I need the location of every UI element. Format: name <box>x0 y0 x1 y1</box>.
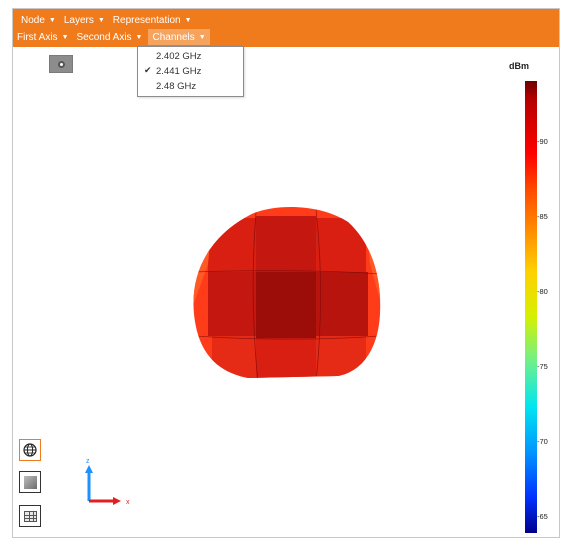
channel-option-label: 2.441 GHz <box>156 66 202 77</box>
legend-tick: -70 <box>537 437 548 446</box>
chevron-down-icon: ▼ <box>135 33 143 41</box>
colorbar <box>525 81 537 533</box>
camera-icon <box>57 60 65 68</box>
pattern-patch <box>316 336 366 378</box>
table-icon <box>23 510 37 522</box>
legend-tick: -85 <box>537 212 548 221</box>
pattern-patch <box>212 336 256 378</box>
table-view-button[interactable] <box>19 505 41 527</box>
menu-layers[interactable]: Layers ▼ <box>60 12 109 28</box>
view-plane-icon <box>23 475 37 489</box>
pattern-grid <box>193 209 381 378</box>
menu-row-2: First Axis ▼ Second Axis ▼ Channels ▼ <box>13 29 210 45</box>
pattern-patch <box>208 218 256 272</box>
pattern-patch <box>208 272 256 336</box>
chevron-down-icon: ▼ <box>198 33 206 41</box>
radiation-pattern-3d[interactable] <box>188 204 384 386</box>
pattern-patch <box>256 272 316 338</box>
menu-layers-label: Layers <box>63 14 94 26</box>
menu-first-axis-label: First Axis <box>17 31 58 43</box>
menu-first-axis[interactable]: First Axis ▼ <box>13 29 73 45</box>
menu-second-axis[interactable]: Second Axis ▼ <box>73 29 147 45</box>
axes-gizmo: z x <box>85 458 130 506</box>
menu-channels-label: Channels <box>152 31 195 43</box>
channels-dropdown: 2.402 GHz ✔ 2.441 GHz 2.48 GHz <box>137 46 244 97</box>
chevron-down-icon: ▼ <box>184 16 192 24</box>
pattern-patch <box>316 218 366 272</box>
axis-z-label: z <box>86 458 90 465</box>
axis-x-label: x <box>126 499 130 506</box>
menu-node-label: Node <box>21 14 45 26</box>
channel-option-248[interactable]: 2.48 GHz <box>138 79 243 94</box>
menu-channels[interactable]: Channels ▼ <box>148 29 210 45</box>
chevron-down-icon: ▼ <box>97 16 105 24</box>
checkmark-icon: ✔ <box>144 65 152 75</box>
channel-option-label: 2.48 GHz <box>156 81 197 92</box>
chevron-down-icon: ▼ <box>61 33 69 41</box>
globe-view-button[interactable] <box>19 439 41 461</box>
channel-option-2441[interactable]: ✔ 2.441 GHz <box>138 64 243 79</box>
legend-title: dBm <box>509 61 529 71</box>
chevron-down-icon: ▼ <box>48 16 56 24</box>
menu-representation-label: Representation <box>112 14 181 26</box>
globe-icon <box>23 443 37 457</box>
legend-tick: -65 <box>537 512 548 521</box>
pattern-patch <box>256 338 316 378</box>
legend-tick: -90 <box>537 137 548 146</box>
legend-tick: -75 <box>537 362 548 371</box>
pattern-patch <box>256 216 316 272</box>
screenshot-button[interactable] <box>49 55 73 73</box>
menu-node[interactable]: Node ▼ <box>17 12 60 28</box>
menu-second-axis-label: Second Axis <box>76 31 132 43</box>
channel-option-2402[interactable]: 2.402 GHz <box>138 49 243 64</box>
menu-representation[interactable]: Representation ▼ <box>109 12 196 28</box>
app-frame: Node ▼ Layers ▼ Representation ▼ First Axis… <box>12 8 560 538</box>
channel-option-label: 2.402 GHz <box>156 51 202 62</box>
plane-view-button[interactable] <box>19 471 41 493</box>
menu-row-1: Node ▼ Layers ▼ Representation ▼ <box>17 12 196 28</box>
menu-bar: Node ▼ Layers ▼ Representation ▼ First Axis… <box>13 9 559 47</box>
pattern-patch <box>316 272 368 336</box>
legend-tick: -80 <box>537 287 548 296</box>
